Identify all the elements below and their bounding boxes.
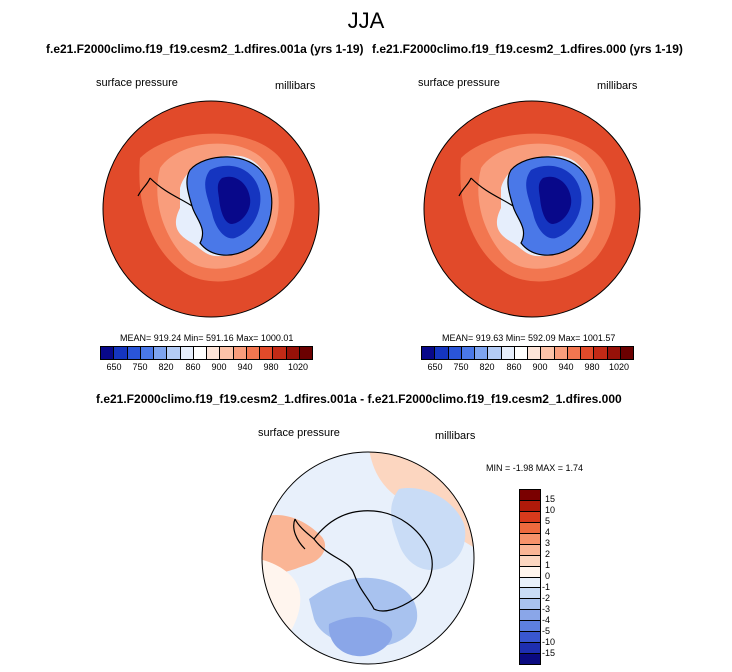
colorbar-tick-label: 5 [545, 516, 551, 526]
colorbar-swatch [581, 347, 595, 359]
left-panel-map [102, 100, 320, 318]
colorbar-swatch [520, 566, 540, 578]
colorbar-swatch [594, 347, 608, 359]
colorbar-swatch [246, 347, 260, 359]
diff-panel-stats: MIN = -1.98 MAX = 1.74 [486, 463, 584, 473]
colorbar-swatch [520, 511, 540, 523]
diff-panel-units: millibars [435, 430, 476, 442]
colorbar-tick-label: -10 [542, 637, 556, 647]
right-panel-map [423, 100, 641, 318]
colorbar-swatch [140, 347, 154, 359]
colorbar-swatch [567, 347, 581, 359]
colorbar-swatch [607, 347, 621, 359]
right-panel-case-title: f.e21.F2000climo.f19_f19.cesm2_1.dfires.… [372, 42, 683, 56]
colorbar-tick-label: 900 [532, 362, 548, 372]
colorbar-tick-label: 650 [427, 362, 443, 372]
colorbar-tick-label: 900 [211, 362, 227, 372]
figure-title: JJA [347, 8, 385, 33]
colorbar-tick-label: 750 [453, 362, 469, 372]
colorbar-swatch [260, 347, 274, 359]
colorbar-swatch [520, 621, 540, 633]
colorbar-tick-label: 940 [558, 362, 574, 372]
colorbar-tick-label: 650 [106, 362, 122, 372]
colorbar-swatch [620, 347, 633, 359]
colorbar-swatch [554, 347, 568, 359]
diff-panel-case-title: f.e21.F2000climo.f19_f19.cesm2_1.dfires.… [96, 392, 622, 406]
colorbar-tick-label: 4 [545, 527, 551, 537]
colorbar-tick-label: 15 [545, 494, 556, 504]
colorbar-tick-label: 1 [545, 560, 551, 570]
colorbar-tick-label: 3 [545, 538, 551, 548]
colorbar-tick-label: -2 [542, 593, 551, 603]
right-colorbar [421, 346, 634, 360]
colorbar-tick-label: 10 [545, 505, 556, 515]
colorbar-swatch [520, 490, 540, 501]
colorbar-swatch [180, 347, 194, 359]
left-panel-case-title: f.e21.F2000climo.f19_f19.cesm2_1.dfires.… [46, 42, 364, 56]
right-panel-variable: surface pressure [418, 77, 500, 89]
colorbar-swatch [514, 347, 528, 359]
colorbar-tick-label: 1020 [608, 362, 630, 372]
colorbar-tick-label: 0 [545, 571, 551, 581]
colorbar-swatch [520, 632, 540, 644]
colorbar-tick-label: 1020 [287, 362, 309, 372]
colorbar-swatch [207, 347, 221, 359]
right-panel-units: millibars [597, 80, 638, 92]
colorbar-swatch [520, 654, 540, 664]
colorbar-tick-label: -3 [542, 604, 551, 614]
colorbar-swatch [488, 347, 502, 359]
colorbar-tick-label: 860 [185, 362, 201, 372]
colorbar-swatch [520, 643, 540, 655]
colorbar-tick-label: 750 [132, 362, 148, 372]
colorbar-tick-label: 820 [158, 362, 174, 372]
right-panel-stats: MEAN= 919.63 Min= 592.09 Max= 1001.57 [442, 333, 616, 343]
colorbar-tick-label: -4 [542, 615, 551, 625]
colorbar-tick-label: -1 [542, 582, 551, 592]
colorbar-swatch [422, 347, 436, 359]
colorbar-swatch [448, 347, 462, 359]
colorbar-swatch [520, 555, 540, 567]
colorbar-swatch [520, 577, 540, 589]
colorbar-swatch [127, 347, 141, 359]
colorbar-swatch [101, 347, 115, 359]
colorbar-swatch [193, 347, 207, 359]
colorbar-tick-label: -15 [542, 648, 556, 658]
colorbar-swatch [541, 347, 555, 359]
colorbar-swatch [520, 588, 540, 600]
colorbar-tick-label: 860 [506, 362, 522, 372]
left-colorbar [100, 346, 313, 360]
colorbar-swatch [220, 347, 234, 359]
colorbar-tick-label: 2 [545, 549, 551, 559]
colorbar-swatch [520, 522, 540, 534]
colorbar-tick-label: 940 [237, 362, 253, 372]
colorbar-tick-label: -5 [542, 626, 551, 636]
colorbar-swatch [520, 610, 540, 622]
colorbar-swatch [520, 544, 540, 556]
colorbar-swatch [501, 347, 515, 359]
colorbar-tick-label: 980 [584, 362, 600, 372]
colorbar-swatch [528, 347, 542, 359]
left-panel-variable: surface pressure [96, 77, 178, 89]
left-panel-stats: MEAN= 919.24 Min= 591.16 Max= 1000.01 [120, 333, 294, 343]
colorbar-swatch [286, 347, 300, 359]
colorbar-tick-label: 980 [263, 362, 279, 372]
colorbar-swatch [114, 347, 128, 359]
left-panel-units: millibars [275, 80, 316, 92]
colorbar-swatch [520, 500, 540, 512]
colorbar-swatch [520, 599, 540, 611]
diff-panel-map [261, 451, 475, 665]
colorbar-swatch [520, 533, 540, 545]
colorbar-tick-label: 820 [479, 362, 495, 372]
colorbar-swatch [435, 347, 449, 359]
diff-panel-variable: surface pressure [258, 427, 340, 439]
colorbar-swatch [299, 347, 312, 359]
colorbar-swatch [167, 347, 181, 359]
colorbar-swatch [475, 347, 489, 359]
colorbar-swatch [461, 347, 475, 359]
diff-colorbar [519, 489, 541, 665]
colorbar-swatch [233, 347, 247, 359]
colorbar-swatch [273, 347, 287, 359]
colorbar-swatch [154, 347, 168, 359]
